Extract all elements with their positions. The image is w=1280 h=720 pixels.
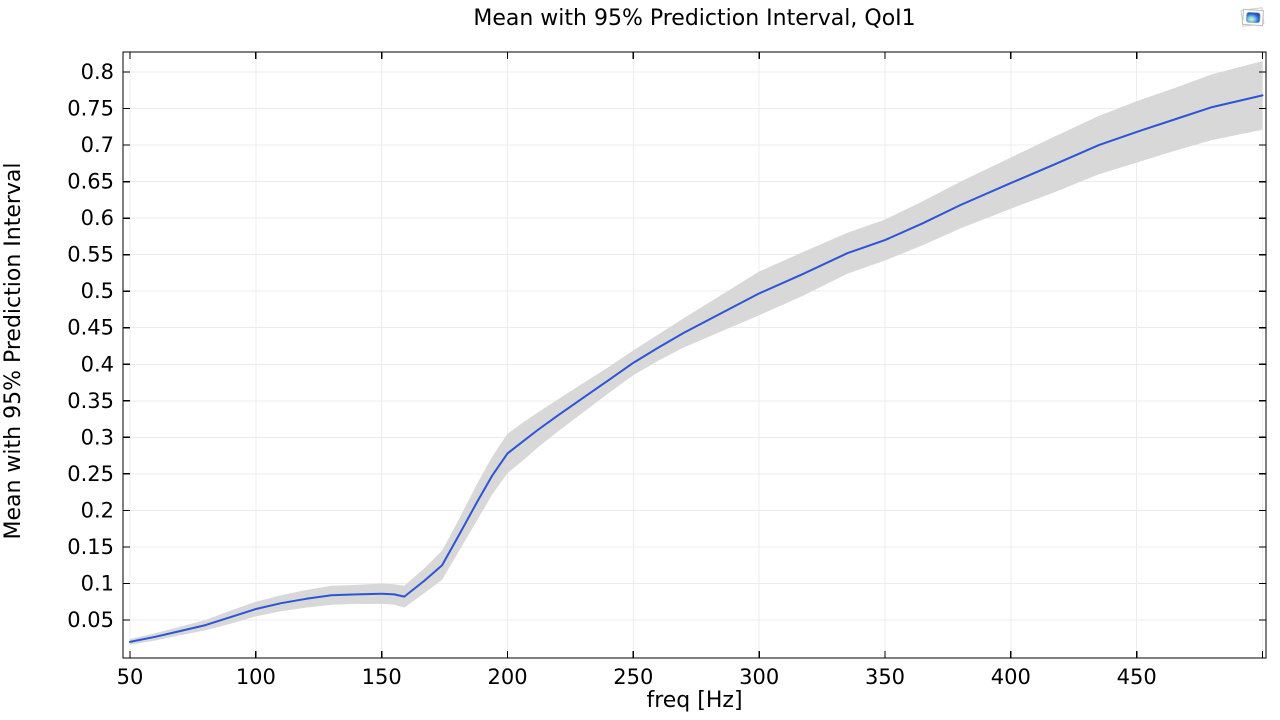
prediction-band bbox=[130, 61, 1263, 645]
y-tick-label: 0.2 bbox=[81, 498, 114, 522]
y-tick-label: 0.45 bbox=[67, 316, 114, 340]
x-tick-label: 250 bbox=[613, 665, 653, 689]
y-tick-label: 0.15 bbox=[67, 535, 114, 559]
y-tick-label: 0.65 bbox=[67, 170, 114, 194]
x-tick-label: 300 bbox=[739, 665, 779, 689]
y-tick-label: 0.55 bbox=[67, 243, 114, 267]
y-tick-label: 0.8 bbox=[81, 60, 114, 84]
x-tick-label: 100 bbox=[236, 665, 276, 689]
y-axis-label: Mean with 95% Prediction Interval bbox=[1, 162, 26, 540]
x-tick-label: 150 bbox=[362, 665, 402, 689]
icon-plot-thumbnail bbox=[1245, 11, 1261, 24]
x-tick-label: 450 bbox=[1117, 665, 1157, 689]
mean-line bbox=[129, 94, 1264, 643]
y-tick-label: 0.05 bbox=[67, 608, 114, 632]
x-tick-label: 400 bbox=[991, 665, 1031, 689]
y-tick-label: 0.1 bbox=[81, 571, 114, 595]
plot-group-icon bbox=[1240, 7, 1265, 27]
y-tick-label: 0.3 bbox=[81, 425, 114, 449]
y-tick-label: 0.7 bbox=[81, 133, 114, 157]
x-tick-label: 50 bbox=[117, 665, 144, 689]
y-tick-label: 0.35 bbox=[67, 389, 114, 413]
plot-border bbox=[122, 51, 1267, 659]
x-tick-label: 200 bbox=[487, 665, 527, 689]
x-axis-label: freq [Hz] bbox=[646, 688, 743, 713]
y-tick-label: 0.4 bbox=[81, 352, 114, 376]
x-tick-label: 350 bbox=[865, 665, 905, 689]
y-tick-label: 0.5 bbox=[81, 279, 114, 303]
y-tick-label: 0.6 bbox=[81, 206, 114, 230]
plot-title: Mean with 95% Prediction Interval, QoI1 bbox=[473, 6, 916, 31]
y-tick-label: 0.75 bbox=[67, 97, 114, 121]
y-tick-label: 0.25 bbox=[67, 462, 114, 486]
